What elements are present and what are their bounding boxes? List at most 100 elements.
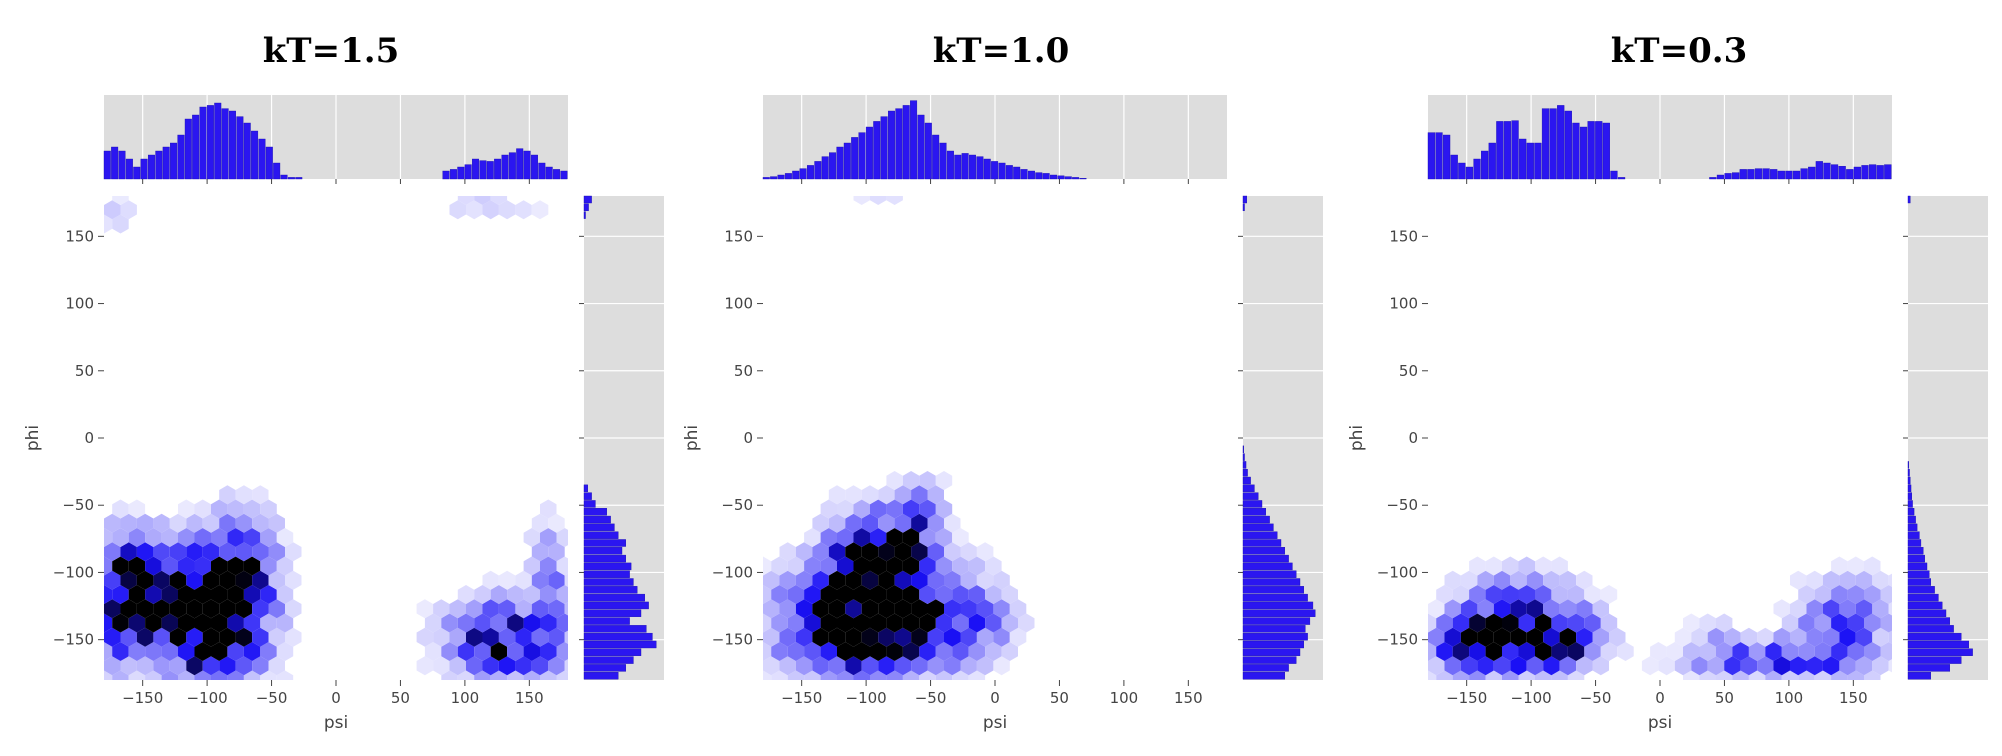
hexbin-cell (787, 613, 805, 633)
top-histogram-bar (1541, 108, 1550, 180)
hexbin-cell (211, 670, 228, 680)
top-histogram-bar (221, 108, 229, 180)
right-histogram-bar (583, 601, 649, 610)
hexbin-cell (894, 599, 912, 619)
hexbin-cell (812, 656, 829, 676)
hexbin-cell (227, 556, 244, 576)
hexbin-cell (153, 656, 170, 676)
hexbin-cell (1847, 642, 1864, 661)
hexbin-cell (136, 542, 154, 562)
hexbin-cell (771, 556, 788, 576)
hexbin-cell (1510, 570, 1527, 590)
hexbin-cell (531, 200, 549, 220)
hexbin-cell (285, 627, 302, 647)
hexbin-cell (136, 570, 154, 590)
right-histogram-bar (1907, 515, 1916, 524)
hexbin-cell (1518, 642, 1535, 661)
hexbin-cell (252, 599, 269, 619)
hexbin-cell (276, 670, 294, 680)
hexbin-cell (202, 656, 220, 676)
right-histogram-bar (583, 508, 607, 516)
hexbin-cell (268, 542, 285, 562)
hexbin-cell (787, 556, 805, 576)
hexbin-cell (523, 528, 540, 547)
hexbin-cell (812, 513, 829, 533)
top-histogram-bar (932, 134, 940, 180)
y-tick-label: 100 (65, 295, 94, 313)
top-histogram-bar (1800, 168, 1808, 180)
hexbin-cell (1658, 656, 1675, 676)
hexbin-cell (804, 528, 821, 547)
hexbin-cell (186, 513, 203, 533)
x-tick-label: 50 (391, 689, 410, 707)
hexbin-cell (861, 485, 879, 505)
hexbin-cell (457, 196, 475, 205)
top-histogram-bar (501, 154, 509, 180)
x-tick-label: 100 (1775, 689, 1804, 707)
hexbin-cell (1567, 670, 1585, 680)
hexbin-cell (771, 585, 788, 604)
right-histogram-bar (1242, 609, 1316, 617)
right-histogram-bar (1242, 461, 1247, 469)
hexbin-cell (243, 642, 261, 661)
hexbin-cell (235, 570, 253, 590)
hexbin-cell (531, 570, 549, 590)
hexbin-cell (952, 670, 969, 680)
hexbin-cell (763, 570, 780, 590)
hexbin-cell (1798, 613, 1815, 633)
right-histogram-bar (1242, 492, 1259, 500)
hexbin-cell (161, 642, 178, 661)
hexbin-cell (1798, 642, 1815, 661)
hexbin-cell (902, 528, 920, 547)
right-histogram-bar (1907, 492, 1912, 500)
hexbin-cell (985, 556, 1002, 576)
hexbin-cell (1781, 613, 1799, 633)
hexbin-cell (178, 499, 195, 519)
hexbin-cell (1510, 627, 1527, 647)
top-histogram-bar (1458, 162, 1466, 180)
hexbin-cell (1469, 670, 1486, 680)
hexbin-cell (968, 556, 986, 576)
hexbin-cell (219, 542, 236, 562)
hexbin-cell (1526, 656, 1544, 676)
hexbin-cell (276, 585, 294, 604)
hexbin-cell (169, 570, 187, 590)
hexbin-cell (870, 556, 887, 576)
right-histogram-bar (583, 578, 634, 586)
hexbin-cell (1872, 570, 1889, 590)
hexbin-cell (1855, 627, 1873, 647)
hexbin-cell (878, 599, 895, 619)
right-histogram-bar (1907, 484, 1912, 493)
hexbin-cell (1716, 642, 1733, 661)
hexbin-cell (153, 513, 170, 533)
hexbin-cell (178, 613, 195, 633)
hexbin-cell (828, 656, 846, 676)
hexbin-cell (944, 656, 961, 676)
hexbin-cell (1864, 613, 1881, 633)
hexbin-cell (128, 670, 146, 680)
top-histogram-bar (1035, 172, 1043, 180)
hexbin-cell (1806, 627, 1823, 647)
hexbin-cell (886, 670, 903, 680)
hexbin-cell (878, 513, 895, 533)
y-tick-label: 150 (1389, 227, 1418, 245)
hexbin-cell (837, 585, 854, 604)
hexbin-cell (787, 670, 805, 680)
hexbin-cell (1543, 570, 1560, 590)
hexbin-cell (1493, 599, 1511, 619)
hexbin-cell (878, 656, 895, 676)
top-histogram-bar (1579, 126, 1588, 180)
hexbin-cell (828, 542, 846, 562)
hexbin-cell (1436, 613, 1453, 633)
hexbin-cell (268, 513, 285, 533)
hexbin-cell (1444, 599, 1461, 619)
right-histogram-bar (1907, 469, 1910, 477)
hexbin-cell (474, 670, 491, 680)
y-tick-label: −100 (1377, 563, 1418, 581)
hexbin-cell (243, 499, 261, 519)
hexbin-cell (227, 528, 244, 547)
hexbin-cell (1831, 556, 1848, 576)
hexbin-cell (985, 613, 1002, 633)
hexbin-cell (919, 556, 936, 576)
hexbin-cell (902, 471, 920, 490)
